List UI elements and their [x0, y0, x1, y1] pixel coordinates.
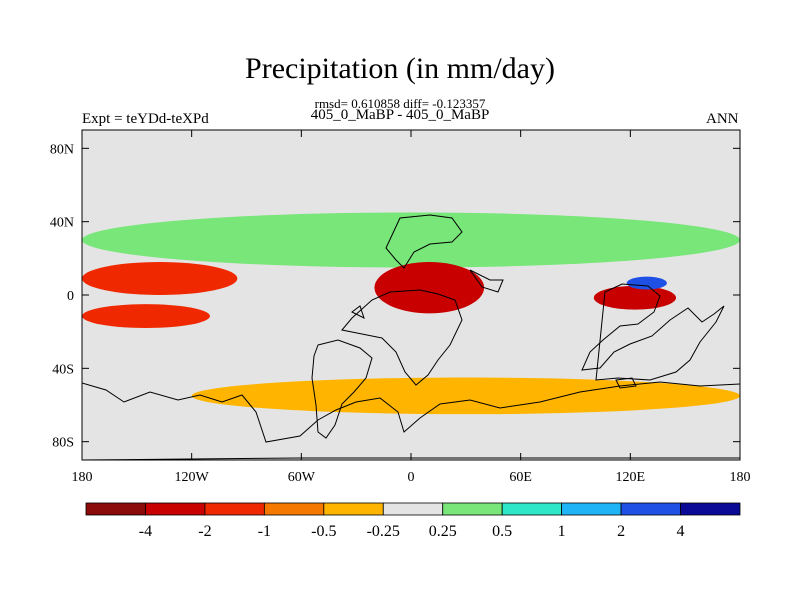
colorbar-swatch	[680, 502, 741, 516]
colorbar-swatch	[323, 502, 384, 516]
precip-anomaly-dry-pacific-south	[82, 304, 210, 329]
x-tick-label: 60W	[288, 470, 316, 485]
y-tick-label: 40N	[50, 216, 74, 231]
precip-anomaly-wet-north-band	[82, 212, 740, 268]
colorbar-label: -4	[139, 523, 152, 540]
colorbar-label: 4	[677, 523, 685, 540]
y-tick-label: 0	[67, 289, 74, 304]
x-tick-label: 120W	[175, 470, 210, 485]
coastline	[82, 214, 740, 460]
y-tick-label: 40S	[52, 362, 74, 377]
colorbar-swatch	[620, 502, 681, 516]
precip-anomaly-dry-pacific-north	[82, 262, 238, 295]
colorbar-label: -0.25	[367, 523, 400, 540]
chart-title: Precipitation (in mm/day)	[245, 52, 555, 85]
colorbar-label: 1	[558, 523, 566, 540]
colorbar-swatch	[204, 502, 265, 516]
chart-subtitle: 405_0_MaBP - 405_0_MaBP	[310, 107, 490, 123]
x-tick-label: 180	[72, 470, 93, 485]
x-tick-label: 0	[408, 470, 415, 485]
colorbar-label: -2	[198, 523, 211, 540]
colorbar-swatch	[561, 502, 622, 516]
colorbar-swatch	[85, 502, 146, 516]
y-tick-label: 80S	[52, 436, 74, 451]
colorbar-label: 2	[617, 523, 625, 540]
season-label: ANN	[706, 111, 739, 127]
colorbar-swatch	[263, 502, 325, 516]
precip-anomaly-dry-africa	[374, 262, 485, 314]
x-tick-label: 180	[730, 470, 751, 485]
precip-anomaly-dry-indian	[593, 285, 677, 310]
colorbar-swatch	[145, 502, 206, 516]
precip-anomaly-dry-southern-ring	[191, 377, 740, 415]
x-tick-label: 120E	[616, 470, 646, 485]
colorbar-label: -0.5	[311, 523, 336, 540]
y-tick-label: 80N	[50, 142, 74, 157]
colorbar-swatch	[442, 502, 503, 516]
x-tick-label: 60E	[509, 470, 532, 485]
colorbar-label: 0.25	[429, 523, 457, 540]
colorbar-label: -1	[258, 523, 271, 540]
experiment-label: Expt = teYDd-teXPd	[82, 111, 209, 127]
stats-line: rmsd= 0.610858 diff= -0.123357	[314, 96, 486, 111]
colorbar-swatch	[501, 502, 563, 516]
colorbar-label: 0.5	[492, 523, 512, 540]
precip-anomaly-wet-maritime	[626, 276, 667, 290]
colorbar-swatch	[382, 502, 444, 516]
